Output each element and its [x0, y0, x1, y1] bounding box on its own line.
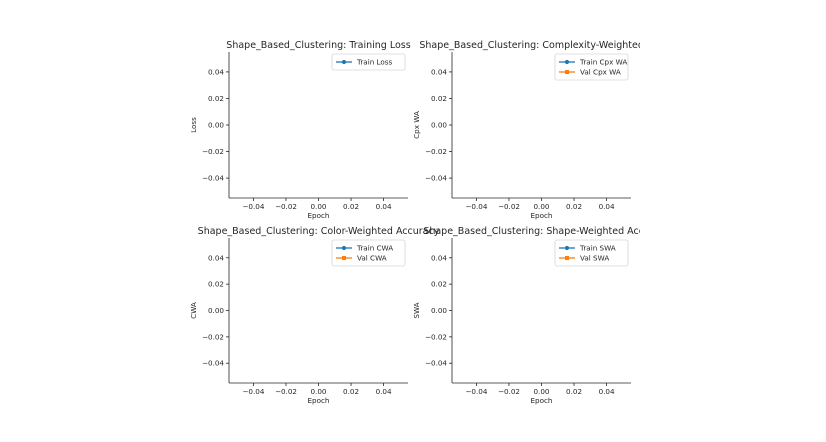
x-tick-label: −0.04 [465, 202, 487, 211]
y-tick-label: 0.02 [208, 94, 224, 103]
legend-box [554, 53, 629, 81]
legend-entry: Train SWA [579, 244, 616, 253]
y-tick-label: 0.04 [431, 253, 447, 262]
x-tick-label: −0.04 [465, 387, 487, 396]
legend-marker-swatch [564, 59, 570, 65]
legend-entry: Val Cpx WA [580, 68, 621, 77]
x-tick-label: 0.04 [599, 387, 615, 396]
legend-marker-swatch [341, 245, 347, 251]
legend-marker-swatch [342, 256, 346, 260]
legend-box [554, 239, 629, 267]
x-tick-label: 0.00 [533, 387, 549, 396]
y-tick-label: −0.04 [425, 174, 447, 183]
x-axis-label: Epoch [307, 396, 329, 405]
x-tick-label: 0.00 [533, 202, 549, 211]
x-tick-label: −0.02 [498, 387, 520, 396]
chart-title: Shape_Based_Clustering: Shape-Weighted A… [423, 226, 659, 237]
y-tick-label: 0.00 [208, 121, 224, 130]
y-tick-label: 0.00 [431, 306, 447, 315]
x-tick-label: 0.02 [566, 387, 582, 396]
y-tick-label: 0.02 [208, 280, 224, 289]
legend-entry: Train Cpx WA [579, 58, 627, 67]
x-axis-label: Epoch [530, 396, 552, 405]
subplot-3: Shape_Based_Clustering: Color-Weighted A… [189, 226, 440, 405]
y-tick-label: 0.04 [431, 67, 447, 76]
y-tick-label: −0.02 [202, 332, 224, 341]
x-tick-label: −0.02 [498, 202, 520, 211]
x-tick-label: 0.02 [343, 202, 359, 211]
y-tick-label: 0.04 [208, 67, 224, 76]
y-axis-label: Loss [189, 117, 198, 133]
legend-entry: Train CWA [356, 244, 393, 253]
y-tick-label: −0.02 [425, 332, 447, 341]
legend-entry: Train Loss [356, 58, 393, 67]
legend-box [331, 53, 406, 71]
x-tick-label: 0.04 [376, 387, 392, 396]
x-axis-label: Epoch [530, 211, 552, 220]
x-tick-label: 0.02 [566, 202, 582, 211]
legend-marker-swatch [564, 245, 570, 251]
x-axis-label: Epoch [307, 211, 329, 220]
y-axis-label: Cpx WA [412, 111, 421, 139]
y-tick-label: 0.00 [431, 121, 447, 130]
y-tick-label: 0.00 [208, 306, 224, 315]
x-tick-label: 0.00 [310, 202, 326, 211]
y-tick-label: −0.02 [425, 147, 447, 156]
x-tick-label: −0.04 [242, 387, 264, 396]
y-tick-label: 0.02 [431, 280, 447, 289]
legend-entry: Val CWA [357, 254, 387, 263]
x-tick-label: 0.02 [343, 387, 359, 396]
legend-marker-swatch [565, 256, 569, 260]
x-tick-label: 0.00 [310, 387, 326, 396]
y-tick-label: −0.04 [202, 174, 224, 183]
x-tick-label: −0.04 [242, 202, 264, 211]
legend-marker-swatch [565, 70, 569, 74]
subplot-1: Shape_Based_Clustering: Training Loss −0.… [189, 40, 411, 220]
x-tick-label: 0.04 [376, 202, 392, 211]
subplot-4: Shape_Based_Clustering: Shape-Weighted A… [412, 226, 659, 405]
chart-title: Shape_Based_Clustering: Training Loss [226, 40, 410, 51]
legend-marker-swatch [341, 59, 347, 65]
x-tick-label: 0.04 [599, 202, 615, 211]
legend: Train Loss [331, 53, 406, 71]
y-tick-label: 0.02 [431, 94, 447, 103]
x-tick-label: −0.02 [275, 202, 297, 211]
y-tick-label: 0.04 [208, 253, 224, 262]
y-axis-label: SWA [412, 302, 421, 318]
legend-box [331, 239, 406, 267]
subplot-2: Shape_Based_Clustering: Complexity-Weigh… [412, 40, 663, 220]
y-tick-label: −0.04 [202, 359, 224, 368]
y-tick-label: −0.04 [425, 359, 447, 368]
y-axis-label: CWA [189, 302, 198, 319]
legend-entry: Val SWA [580, 254, 609, 263]
chart-title: Shape_Based_Clustering: Complexity-Weigh… [419, 40, 663, 51]
chart-title: Shape_Based_Clustering: Color-Weighted A… [198, 226, 440, 237]
x-tick-label: −0.02 [275, 387, 297, 396]
y-tick-label: −0.02 [202, 147, 224, 156]
